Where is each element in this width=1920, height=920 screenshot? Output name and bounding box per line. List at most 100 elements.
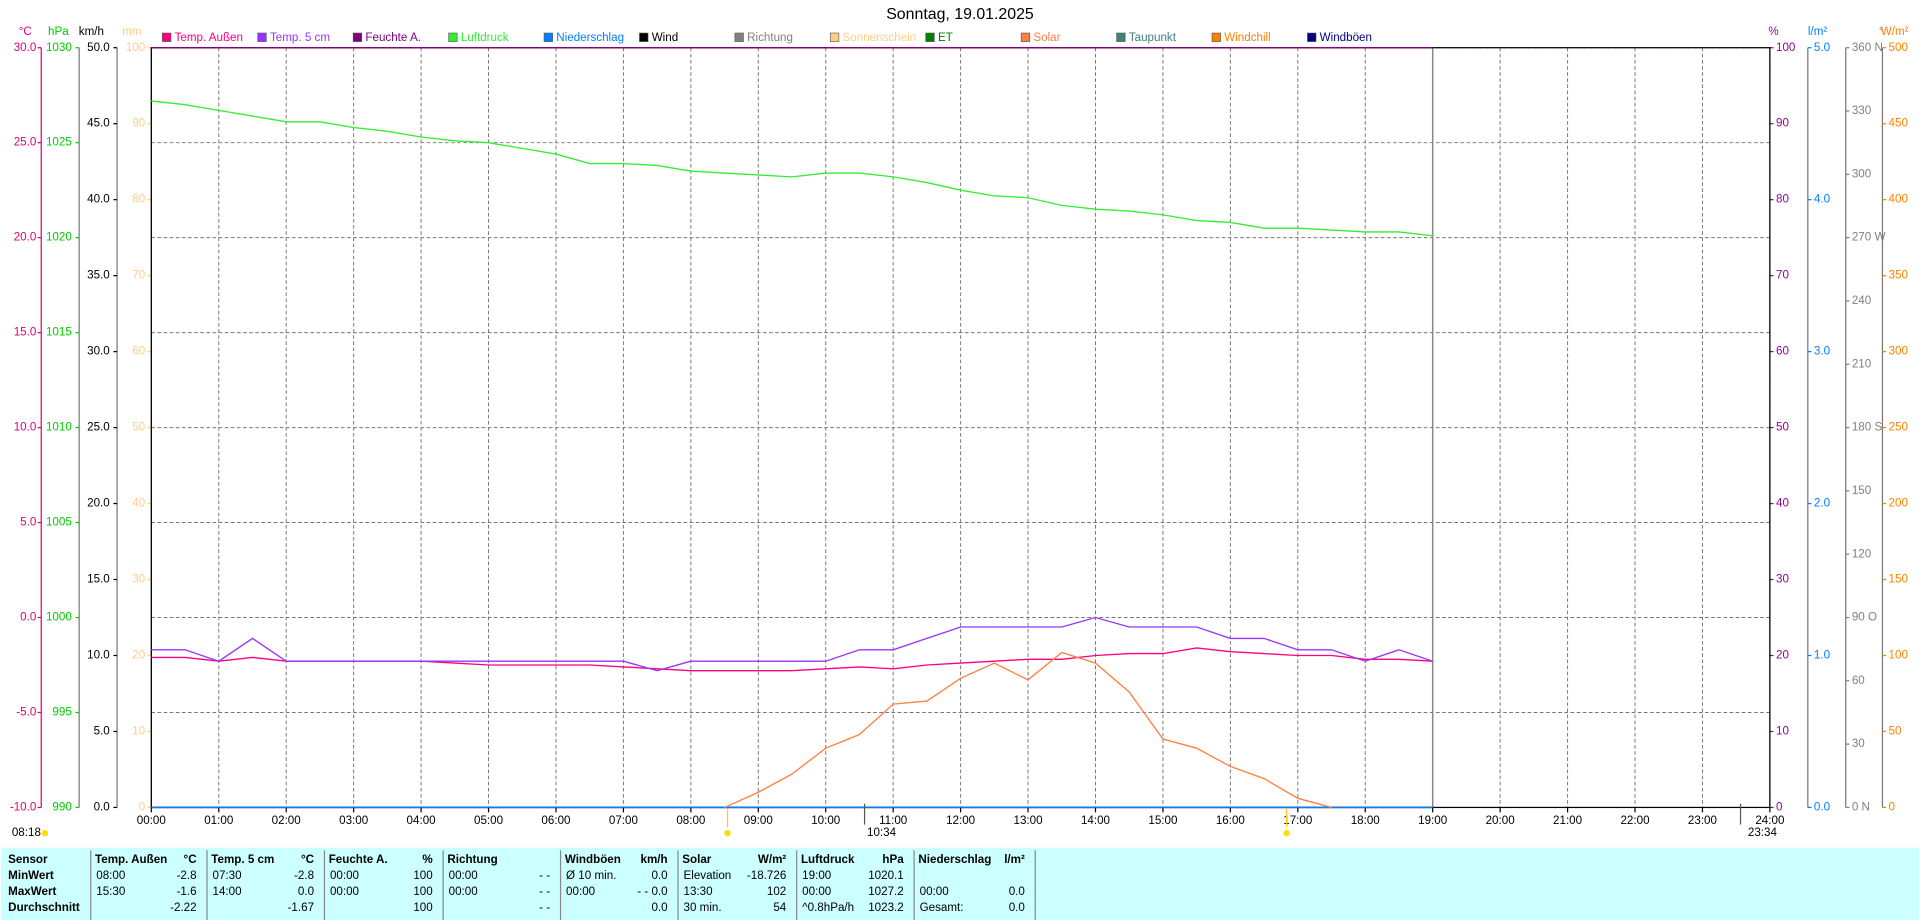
stats-table-background <box>0 847 1920 920</box>
y-tick-label: 1025 <box>46 136 72 149</box>
legend-label: Windböen <box>1320 31 1372 44</box>
table-cell: -1.6 <box>177 885 197 898</box>
x-tick-label: 14:00 <box>1081 814 1110 827</box>
y-tick-label: 330 <box>1852 104 1871 117</box>
y-tick-label: 1005 <box>46 516 72 529</box>
y-tick-label: 3.0 <box>1814 345 1830 358</box>
x-tick-label: 22:00 <box>1620 814 1649 827</box>
series-line <box>151 100 1433 237</box>
table-cell: 54 <box>773 901 786 914</box>
y-tick-label: 45.0 <box>87 117 110 130</box>
y-tick-label: 0.0 <box>1814 801 1830 814</box>
y-tick-label: 995 <box>52 706 71 719</box>
y-tick-label: 5.0 <box>1814 41 1830 54</box>
table-cell: -2.22 <box>170 901 196 914</box>
sun-icon <box>724 829 731 837</box>
x-tick-label: 03:00 <box>339 814 368 827</box>
x-tick-label: 07:00 <box>609 814 638 827</box>
x-tick-label: 12:00 <box>946 814 975 827</box>
table-header: Feuchte A. <box>329 853 388 866</box>
y-tick-label: 1000 <box>46 611 72 624</box>
y-tick-label: 60 <box>1852 674 1865 687</box>
x-tick-label: 13:00 <box>1014 814 1043 827</box>
y-tick-label: 210 <box>1852 357 1871 370</box>
table-cell: 00:00 <box>920 885 949 898</box>
y-tick-label: 20.0 <box>87 497 110 510</box>
y-tick-label: 0 <box>1776 801 1782 814</box>
table-cell: - - <box>539 901 550 914</box>
y-tick-label: 50 <box>1776 421 1789 434</box>
legend-swatch <box>639 32 649 42</box>
y-tick-label: 0 <box>1889 801 1895 814</box>
y-tick-label: 80 <box>132 193 145 206</box>
y-tick-label: 60 <box>132 345 145 358</box>
y-tick-label: 90 <box>132 117 145 130</box>
y-tick-label: 180 S <box>1852 421 1883 434</box>
y-tick-label: 1010 <box>46 421 72 434</box>
legend-label: Luftdruck <box>461 31 509 44</box>
y-tick-label: 80 <box>1776 193 1789 206</box>
legend-label: Windchill <box>1224 31 1270 44</box>
table-header: Solar <box>682 853 712 866</box>
y-tick-label: 0.0 <box>20 611 36 624</box>
y-tick-label: 120 <box>1852 547 1871 560</box>
y-tick-label: 90 <box>1776 117 1789 130</box>
x-tick-label: 21:00 <box>1553 814 1582 827</box>
y-axis-unit: mm <box>122 25 141 38</box>
y-tick-label: 300 <box>1889 345 1908 358</box>
x-tick-label: 00:00 <box>137 814 166 827</box>
y-tick-label: 30.0 <box>14 41 37 54</box>
table-header: Luftdruck <box>801 853 855 866</box>
y-tick-label: 2.0 <box>1814 497 1830 510</box>
y-tick-label: 0 N <box>1852 801 1870 814</box>
y-tick-label: 250 <box>1889 421 1908 434</box>
table-cell: 30 min. <box>684 901 722 914</box>
x-tick-label: 11:00 <box>879 814 907 827</box>
y-tick-label: 4.0 <box>1814 193 1830 206</box>
y-tick-label: 20.0 <box>14 231 37 244</box>
table-cell: Elevation <box>684 869 732 882</box>
footer-time: 23:34 <box>1748 826 1778 839</box>
table-cell: 07:30 <box>213 869 242 882</box>
y-tick-label: 0.0 <box>94 801 110 814</box>
y-tick-label: 5.0 <box>94 725 110 738</box>
legend-swatch <box>1211 32 1221 42</box>
y-tick-label: 150 <box>1889 573 1908 586</box>
table-header: Temp. Außen <box>95 853 167 866</box>
legend-label: Sonnenschein <box>843 31 917 44</box>
table-cell: 100 <box>413 869 432 882</box>
table-header: Windböen <box>565 853 621 866</box>
y-tick-label: 90 O <box>1852 611 1877 624</box>
y-tick-label: -5.0 <box>16 706 36 719</box>
table-cell: 00:00 <box>449 869 478 882</box>
y-tick-label: -10.0 <box>10 801 36 814</box>
table-cell: 00:00 <box>802 885 831 898</box>
table-cell: 13:30 <box>684 885 713 898</box>
sun-icon <box>41 829 49 837</box>
y-tick-label: 1030 <box>46 41 72 54</box>
legend-label: Niederschlag <box>556 31 624 44</box>
x-tick-label: 06:00 <box>541 814 570 827</box>
y-tick-label: 1.0 <box>1814 649 1830 662</box>
table-unit: °C <box>184 853 198 866</box>
table-cell: 0.0 <box>1009 901 1025 914</box>
y-tick-label: 300 <box>1852 167 1871 180</box>
table-cell: -2.8 <box>294 869 314 882</box>
y-tick-label: 50 <box>1889 725 1902 738</box>
table-cell: 0.0 <box>651 869 667 882</box>
x-tick-label: 18:00 <box>1351 814 1380 827</box>
legend-label: ET <box>938 31 953 44</box>
table-cell: 00:00 <box>330 885 359 898</box>
legend-swatch <box>830 32 840 42</box>
table-header: Niederschlag <box>918 853 991 866</box>
x-tick-label: 04:00 <box>407 814 436 827</box>
chart-title: Sonntag, 19.01.2025 <box>886 6 1034 23</box>
y-tick-label: 100 <box>1889 649 1908 662</box>
y-tick-label: 10 <box>132 725 145 738</box>
x-tick-label: 20:00 <box>1486 814 1515 827</box>
legend-swatch <box>1307 32 1317 42</box>
x-tick-label: 08:00 <box>676 814 705 827</box>
table-header: Richtung <box>447 853 497 866</box>
